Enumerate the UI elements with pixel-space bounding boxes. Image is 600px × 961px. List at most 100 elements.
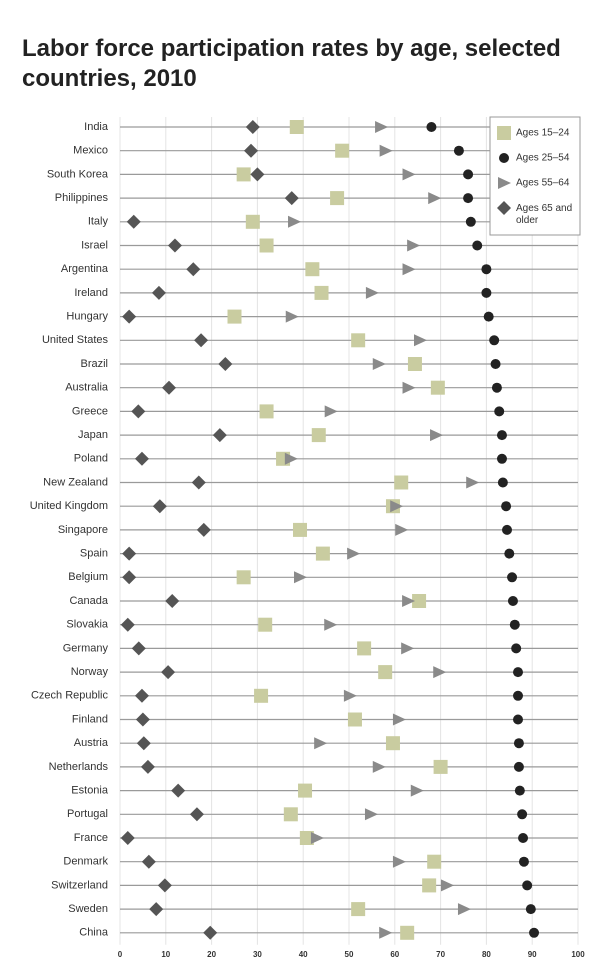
marker-square — [254, 688, 269, 703]
marker-square — [378, 665, 393, 680]
marker-triangle — [310, 832, 324, 844]
marker-triangle — [392, 713, 406, 726]
marker-circle — [504, 548, 515, 559]
marker-triangle — [457, 903, 471, 916]
x-tick-label: 0 — [118, 950, 123, 959]
marker-square — [299, 831, 314, 845]
marker-square — [236, 167, 251, 182]
marker-triangle — [284, 452, 298, 465]
marker-triangle — [347, 547, 361, 560]
marker-diamond — [250, 167, 265, 182]
marker-triangle — [314, 737, 328, 750]
marker-diamond — [131, 404, 146, 419]
marker-diamond — [141, 854, 156, 869]
marker-circle — [529, 927, 540, 938]
marker-diamond — [194, 333, 209, 348]
category-label: India — [84, 121, 109, 133]
marker-circle — [501, 501, 512, 512]
marker-triangle — [288, 215, 302, 228]
marker-square — [357, 641, 372, 656]
marker-triangle — [466, 476, 480, 489]
marker-square — [430, 380, 445, 395]
legend-label: Ages 55–64 — [516, 178, 570, 189]
marker-square — [283, 807, 298, 822]
marker-diamond — [134, 688, 149, 703]
marker-square — [433, 759, 448, 774]
category-label: Netherlands — [49, 761, 109, 773]
marker-square — [407, 357, 422, 371]
x-tick-label: 80 — [482, 950, 491, 959]
x-tick-label: 60 — [390, 950, 399, 959]
marker-diamond — [126, 214, 141, 229]
marker-triangle — [407, 239, 421, 252]
category-label: Sweden — [68, 903, 108, 915]
marker-circle — [483, 311, 494, 322]
marker-diamond — [162, 380, 177, 395]
marker-circle — [513, 690, 524, 701]
legend-label: Ages 15–24 — [516, 128, 570, 139]
category-label: New Zealand — [43, 476, 108, 488]
marker-diamond — [284, 191, 299, 206]
marker-triangle — [285, 310, 299, 323]
marker-triangle — [402, 381, 416, 394]
marker-square — [298, 783, 313, 798]
marker-triangle — [372, 760, 386, 773]
category-label: Japan — [78, 429, 108, 441]
marker-circle — [513, 714, 524, 725]
marker-square — [412, 594, 427, 608]
marker-square — [427, 854, 442, 869]
marker-circle — [517, 809, 528, 820]
marker-triangle — [441, 879, 455, 892]
marker-square — [314, 285, 329, 300]
category-label: Denmark — [63, 856, 108, 868]
marker-circle — [489, 335, 500, 346]
marker-square — [259, 238, 274, 253]
marker-triangle — [293, 571, 307, 584]
category-label: Norway — [71, 666, 109, 678]
marker-triangle — [402, 595, 416, 607]
category-label: France — [74, 832, 108, 844]
marker-circle — [472, 240, 483, 251]
marker-triangle — [375, 121, 389, 133]
marker-square — [227, 309, 242, 324]
category-label: Austria — [74, 737, 109, 749]
marker-circle — [499, 153, 509, 163]
marker-diamond — [136, 736, 151, 751]
x-tick-label: 30 — [253, 950, 262, 959]
marker-triangle — [343, 689, 357, 702]
marker-diamond — [196, 522, 211, 537]
marker-diamond — [120, 617, 135, 632]
marker-circle — [507, 572, 518, 583]
category-label: Belgium — [68, 571, 108, 583]
legend-label: Ages 65 and older — [516, 203, 572, 226]
marker-diamond — [165, 594, 180, 608]
marker-circle — [465, 216, 476, 227]
marker-circle — [513, 738, 524, 749]
marker-diamond — [135, 712, 150, 727]
marker-triangle — [402, 263, 416, 276]
marker-diamond — [122, 309, 137, 324]
marker-circle — [514, 785, 525, 796]
category-label: China — [79, 927, 109, 939]
marker-square — [330, 191, 345, 206]
category-label: Estonia — [71, 785, 109, 797]
marker-circle — [496, 430, 507, 441]
marker-square — [351, 902, 366, 917]
marker-square — [497, 126, 511, 140]
marker-square — [289, 120, 304, 134]
marker-triangle — [379, 926, 393, 939]
marker-triangle — [390, 500, 404, 513]
x-tick-label: 70 — [436, 950, 445, 959]
marker-diamond — [203, 925, 218, 940]
marker-diamond — [151, 285, 166, 300]
marker-circle — [513, 667, 524, 678]
marker-triangle — [401, 642, 415, 655]
category-label: Greece — [72, 405, 108, 417]
marker-square — [258, 617, 273, 632]
marker-square — [335, 143, 350, 158]
category-label: South Korea — [47, 168, 109, 180]
category-label: Slovakia — [66, 619, 108, 631]
category-label: Australia — [65, 382, 109, 394]
